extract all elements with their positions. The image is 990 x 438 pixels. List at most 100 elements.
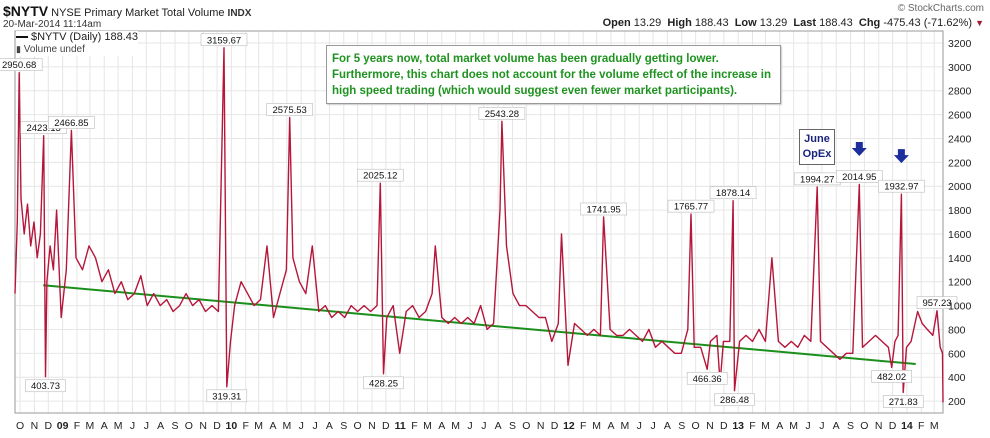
y-tick-label: 1400 [948, 253, 972, 265]
x-tick-label: F [411, 420, 417, 432]
x-tick-label: M [592, 420, 601, 432]
data-label-box [878, 179, 925, 193]
chart-datetime: 20-Mar-2014 11:14am [3, 19, 102, 30]
label-layer: 2950.68 2423.13 403.73 2466.85 3159.67 319.31… [0, 33, 958, 408]
data-label: 1878.14 [716, 188, 750, 199]
x-tick-label: O [860, 420, 868, 432]
x-tick-label: 10 [226, 420, 238, 432]
last-label: Last [793, 17, 817, 29]
arrow-layer [851, 141, 909, 164]
x-tick-label: A [270, 420, 277, 432]
low-value: 13.29 [759, 17, 788, 29]
x-tick-label: D [720, 420, 728, 432]
data-label-box [25, 379, 66, 393]
x-tick-label: F [243, 420, 249, 432]
x-tick-label: 12 [563, 420, 575, 432]
y-tick-label: 2400 [948, 133, 972, 145]
data-label: 2575.53 [272, 105, 306, 116]
x-tick-label: O [522, 420, 530, 432]
down-arrow-icon [851, 141, 867, 156]
x-tick-label: N [537, 420, 545, 432]
data-label-box [200, 33, 248, 47]
x-tick-label: A [776, 420, 783, 432]
x-tick-label: J [805, 420, 810, 432]
x-tick-label: D [382, 420, 390, 432]
x-tick-label: F [580, 420, 586, 432]
x-tick-label: D [889, 420, 897, 432]
x-tick-label: O [692, 420, 700, 432]
x-tick-label: M [451, 420, 460, 432]
data-label: 2466.85 [54, 118, 88, 129]
x-tick-label: J [299, 420, 304, 432]
data-label-box [580, 202, 627, 216]
x-tick-label: O [185, 420, 193, 432]
chg-value: -475.43 (-71.62%) [883, 17, 973, 29]
down-arrow-icon [893, 149, 909, 164]
x-tick-label: F [74, 420, 80, 432]
data-label: 271.83 [889, 397, 918, 408]
x-tick-label: J [130, 420, 135, 432]
x-tick-label: J [467, 420, 472, 432]
series-line [14, 47, 944, 403]
y-tick-label: 200 [948, 396, 966, 408]
legend-volume-label: Volume undef [23, 44, 85, 55]
data-label: 319.31 [212, 391, 241, 402]
y-tick-label: 1200 [948, 277, 972, 289]
volume-bars-icon: ▮ [16, 44, 21, 54]
x-tick-label: M [283, 420, 292, 432]
series-layer [14, 47, 944, 403]
data-label: 466.36 [693, 374, 722, 385]
x-tick-label: D [44, 420, 52, 432]
data-label-box [478, 107, 526, 120]
data-label-box [266, 103, 313, 116]
x-tick-label: M [86, 420, 95, 432]
x-tick-label: N [31, 420, 39, 432]
x-tick-label: S [171, 420, 178, 432]
x-tick-label: S [509, 420, 516, 432]
high-label: High [667, 17, 692, 29]
x-tick-label: M [423, 420, 432, 432]
open-value: 13.29 [633, 17, 662, 29]
annotation-note: For 5 years now, total market volume has… [326, 45, 781, 104]
x-tick-label: A [833, 420, 840, 432]
x-tick-label: N [875, 420, 883, 432]
x-tick-label: J [819, 420, 824, 432]
data-label-box [714, 393, 755, 407]
x-tick-label: D [551, 420, 559, 432]
x-tick-label: M [930, 420, 939, 432]
x-axis: O N D 09 F M A M J J A S O N D 10 F M A M J J A S O N D 11 F M A M J J A S O… [16, 420, 939, 432]
price-stats: Open 13.29 High 188.43 Low 13.29 Last 18… [603, 17, 984, 29]
y-tick-label: 3200 [948, 38, 972, 50]
data-label: 482.02 [877, 372, 906, 383]
data-label-box [871, 370, 912, 383]
data-label-box [356, 168, 404, 182]
data-label: 2950.68 [2, 60, 36, 71]
y-tick-label: 2000 [948, 181, 972, 193]
ticker-symbol: $NYTV [3, 3, 49, 19]
y-tick-label: 1800 [948, 205, 972, 217]
x-tick-label: A [664, 420, 671, 432]
x-tick-label: A [438, 420, 445, 432]
data-label: 957.23 [922, 298, 951, 309]
x-tick-label: D [213, 420, 221, 432]
chart-header: $NYTV NYSE Primary Market Total Volume IND… [3, 3, 251, 19]
x-tick-label: F [918, 420, 924, 432]
y-axis: 200 400 600 800 1000 1200 1400 1600 1800 2000 2200… [948, 38, 972, 408]
x-tick-label: J [650, 420, 655, 432]
data-label-box [882, 395, 924, 408]
data-label-box [686, 371, 728, 385]
x-tick-label: M [789, 420, 798, 432]
x-tick-label: 14 [901, 420, 913, 432]
data-label: 2014.95 [842, 172, 876, 183]
x-tick-label: 11 [395, 420, 406, 432]
x-tick-label: M [761, 420, 770, 432]
x-tick-label: A [326, 420, 333, 432]
low-label: Low [734, 17, 757, 29]
y-tick-label: 2200 [948, 157, 972, 169]
x-tick-label: J [481, 420, 486, 432]
brand-link[interactable]: © StockCharts.com [897, 3, 984, 14]
x-tick-label: N [706, 420, 714, 432]
chg-down-icon: ▼ [975, 18, 984, 28]
x-tick-label: M [114, 420, 123, 432]
data-label: 1765.77 [674, 202, 708, 213]
